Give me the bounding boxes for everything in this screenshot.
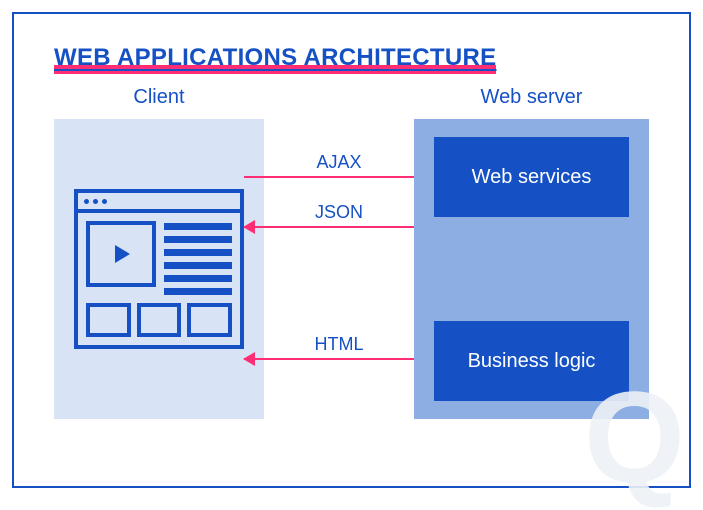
arrow-head-left-icon [243, 220, 255, 234]
browser-wireframe [74, 189, 244, 349]
browser-titlebar [78, 193, 240, 213]
play-icon [115, 245, 130, 263]
text-lines [164, 221, 232, 295]
arrow-head-left-icon [243, 352, 255, 366]
client-column: Client [54, 86, 264, 419]
page-title: WEB APPLICATIONS ARCHITECTURE [54, 44, 496, 72]
diagram-frame: WEB APPLICATIONS ARCHITECTURE Client [12, 12, 691, 488]
browser-body [78, 213, 240, 345]
text-line [164, 275, 232, 282]
text-line [164, 236, 232, 243]
thumbnail [86, 303, 131, 337]
client-label: Client [54, 86, 264, 109]
columns: Client [54, 86, 649, 419]
server-box-label: Business logic [468, 350, 596, 373]
arrow-label: HTML [315, 334, 364, 355]
arrows-column: AJAX JSON HTML [264, 86, 414, 419]
server-box-business-logic: Business logic [434, 321, 629, 401]
window-dot-icon [84, 199, 89, 204]
arrow-ajax: AJAX [244, 176, 434, 178]
text-line [164, 288, 232, 295]
window-dot-icon [93, 199, 98, 204]
text-line [164, 249, 232, 256]
thumbnail-row [86, 303, 232, 337]
thumbnail [187, 303, 232, 337]
title-container: WEB APPLICATIONS ARCHITECTURE [54, 44, 496, 72]
arrow-label: JSON [315, 202, 363, 223]
client-panel [54, 119, 264, 419]
text-line [164, 262, 232, 269]
server-box-web-services: Web services [434, 137, 629, 217]
thumbnail [137, 303, 182, 337]
window-dot-icon [102, 199, 107, 204]
text-line [164, 223, 232, 230]
server-column: Web server Web services Business logic [414, 86, 649, 419]
server-panel: Web services Business logic [414, 119, 649, 419]
arrow-label: AJAX [316, 152, 361, 173]
arrow-json: JSON [244, 226, 434, 228]
arrow-html: HTML [244, 358, 434, 360]
server-box-label: Web services [472, 166, 592, 189]
video-thumbnail [86, 221, 156, 287]
server-label: Web server [414, 86, 649, 109]
